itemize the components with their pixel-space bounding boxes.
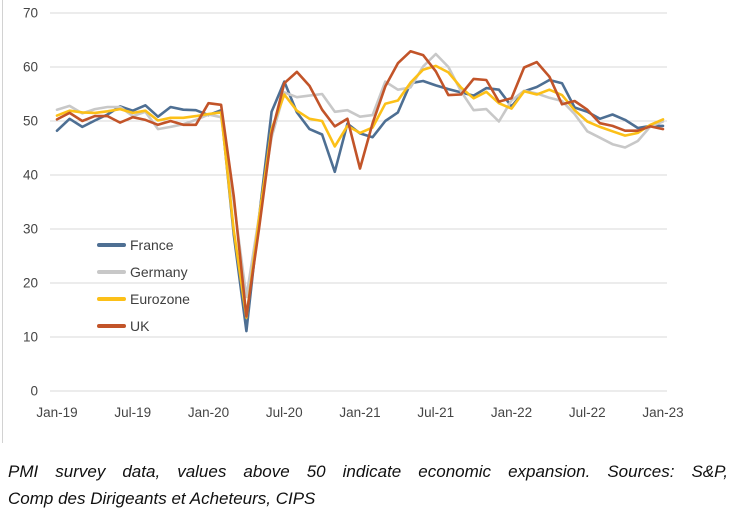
legend-swatch-eurozone bbox=[97, 297, 126, 301]
series-line-eurozone bbox=[55, 64, 665, 319]
x-tick-label-Jul-22: Jul-22 bbox=[569, 405, 606, 420]
y-tick-label-60: 60 bbox=[23, 60, 38, 75]
legend-item-france: France bbox=[97, 236, 190, 254]
x-tick-label-Jan-23: Jan-23 bbox=[642, 405, 683, 420]
caption-line-2: Comp des Dirigeants et Acheteurs, CIPS bbox=[8, 489, 316, 508]
x-tick-label-Jul-21: Jul-21 bbox=[417, 405, 454, 420]
legend-swatch-france bbox=[97, 243, 126, 247]
chart-left-border bbox=[2, 0, 3, 443]
y-tick-label-50: 50 bbox=[23, 114, 38, 129]
series-line-uk bbox=[55, 49, 665, 318]
chart-legend: France Germany Eurozone UK bbox=[97, 236, 190, 335]
caption-line-1: PMI survey data, values above 50 indicat… bbox=[8, 462, 728, 481]
x-tick-label-Jan-19: Jan-19 bbox=[36, 405, 77, 420]
legend-swatch-uk bbox=[97, 324, 126, 328]
x-tick-label-Jan-22: Jan-22 bbox=[491, 405, 532, 420]
legend-label-eurozone: Eurozone bbox=[130, 291, 190, 307]
y-tick-label-30: 30 bbox=[23, 222, 38, 237]
x-tick-label-Jul-19: Jul-19 bbox=[114, 405, 151, 420]
legend-label-germany: Germany bbox=[130, 264, 188, 280]
y-tick-label-70: 70 bbox=[23, 6, 38, 21]
legend-label-uk: UK bbox=[130, 318, 150, 334]
legend-swatch-germany bbox=[97, 270, 126, 274]
legend-item-eurozone: Eurozone bbox=[97, 290, 190, 308]
series-line-germany bbox=[55, 52, 665, 299]
y-tick-label-10: 10 bbox=[23, 330, 38, 345]
y-tick-label-0: 0 bbox=[30, 384, 38, 399]
x-tick-label-Jan-20: Jan-20 bbox=[188, 405, 229, 420]
legend-label-france: France bbox=[130, 237, 174, 253]
chart-caption: PMI survey data, values above 50 indicat… bbox=[8, 458, 728, 512]
pmi-line-chart: 70 60 50 40 30 20 10 0 Jan-19 Jul-19 Jan-20 Jul-20 J… bbox=[23, 6, 684, 421]
y-tick-label-40: 40 bbox=[23, 168, 38, 183]
x-tick-label-Jan-21: Jan-21 bbox=[339, 405, 380, 420]
legend-item-germany: Germany bbox=[97, 263, 190, 281]
x-tick-label-Jul-20: Jul-20 bbox=[266, 405, 303, 420]
y-tick-label-20: 20 bbox=[23, 276, 38, 291]
legend-item-uk: UK bbox=[97, 317, 190, 335]
